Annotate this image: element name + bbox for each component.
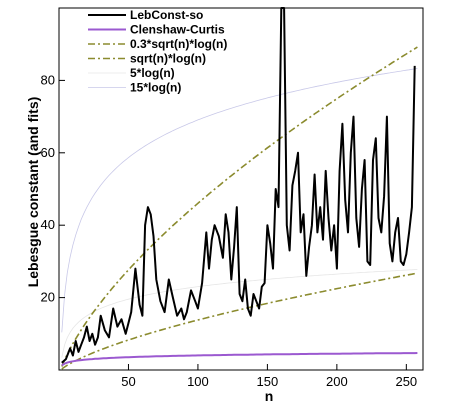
legend-label: 15*log(n) — [130, 81, 181, 95]
y-tick-label: 80 — [41, 72, 55, 87]
x-tick-label: 100 — [187, 374, 209, 389]
y-tick-label: 60 — [41, 145, 55, 160]
y-tick-label: 20 — [41, 290, 55, 305]
y-tick-label: 40 — [41, 217, 55, 232]
series-line-0-3-sqrt-n-log-n- — [61, 272, 418, 370]
series-line-clenshaw-curtis — [61, 352, 418, 367]
x-tick-label: 150 — [257, 374, 279, 389]
legend-label: 5*log(n) — [130, 66, 175, 80]
y-axis-title: Lebesgue constant (and fits) — [25, 97, 41, 288]
x-tick-label: 50 — [121, 374, 135, 389]
axes-layer: 50 100 150 200 250 20 40 60 80 — [41, 7, 424, 389]
curves-layer — [61, 7, 418, 370]
plot-frame — [58, 7, 424, 371]
series-line-lebconst-so — [61, 7, 416, 364]
x-tick-label: 200 — [326, 374, 348, 389]
legend-label: LebConst-so — [130, 8, 203, 22]
legend-label: sqrt(n)*log(n) — [130, 52, 206, 66]
series-line-sqrt-n-log-n- — [61, 46, 418, 367]
x-tick-label: 250 — [395, 374, 417, 389]
legend-label: Clenshaw-Curtis — [130, 23, 225, 37]
legend-label: 0.3*sqrt(n)*log(n) — [130, 37, 227, 51]
x-axis-title: n — [265, 388, 274, 404]
legend: LebConst-soClenshaw-Curtis0.3*sqrt(n)*lo… — [88, 8, 227, 95]
series-line-15-log-n- — [61, 68, 418, 333]
